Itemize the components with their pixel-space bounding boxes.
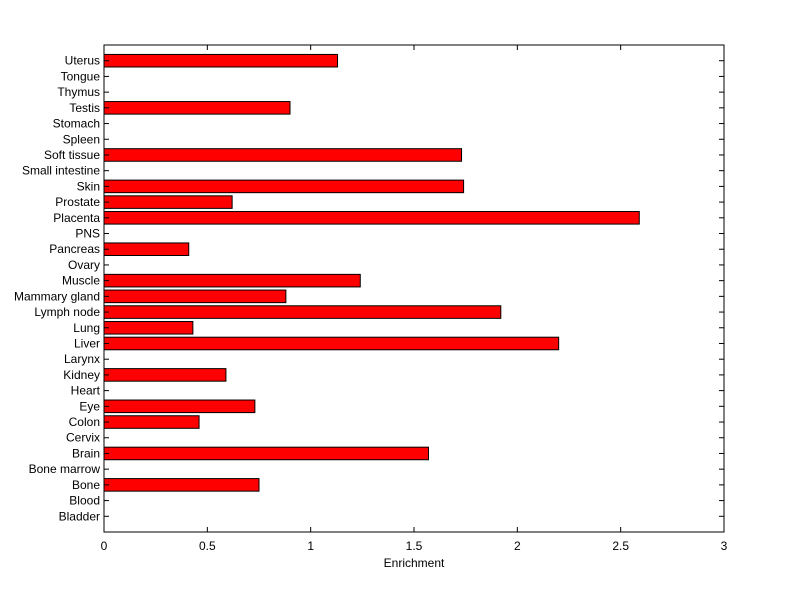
- x-tick-label-1: 0.5: [199, 539, 216, 553]
- y-tick-label-larynx: Larynx: [64, 352, 100, 366]
- bar-skin: [103, 179, 465, 194]
- y-tick-label-spleen: Spleen: [63, 132, 100, 146]
- bar-eye: [103, 399, 256, 414]
- bar-uterus: [103, 53, 339, 68]
- x-axis-label: Enrichment: [384, 556, 445, 570]
- bar-brain: [103, 446, 429, 461]
- bar-soft-tissue: [103, 148, 463, 162]
- y-tick-label-stomach: Stomach: [53, 117, 100, 131]
- y-tick-label-soft-tissue: Soft tissue: [44, 148, 100, 162]
- x-tick-label-3: 1.5: [406, 539, 423, 553]
- bar-placenta: [103, 211, 640, 225]
- bar-lymph-node: [103, 305, 502, 319]
- x-ticks-group: 0 0.5 1 1.5 2 2.5 3: [101, 45, 728, 553]
- y-tick-label-blood: Blood: [69, 494, 100, 508]
- y-tick-label-bladder: Bladder: [59, 509, 100, 523]
- bar-prostate: [103, 195, 233, 209]
- y-tick-label-placenta: Placenta: [53, 211, 100, 225]
- axes-frame: [103, 44, 725, 533]
- y-tick-label-lymph-node: Lymph node: [34, 305, 100, 319]
- bar-testis: [103, 101, 291, 115]
- y-tick-label-ovary: Ovary: [68, 258, 100, 272]
- y-tick-label-mammary-gland: Mammary gland: [14, 289, 100, 303]
- bar-bone: [103, 478, 260, 492]
- bar-colon: [103, 415, 200, 429]
- y-tick-label-bone-marrow: Bone marrow: [29, 462, 101, 476]
- bar-liver: [103, 336, 560, 351]
- y-tick-label-pns: PNS: [75, 227, 100, 241]
- y-tick-label-small-intestine: Small intestine: [22, 164, 100, 178]
- y-tick-label-colon: Colon: [69, 415, 100, 429]
- y-tick-label-eye: Eye: [79, 399, 100, 413]
- bar-muscle: [103, 273, 361, 288]
- x-tick-label-4: 2: [514, 539, 521, 553]
- y-tick-label-kidney: Kidney: [63, 368, 100, 382]
- y-tick-label-liver: Liver: [74, 336, 100, 350]
- y-tick-label-lung: Lung: [73, 321, 100, 335]
- y-tick-label-brain: Brain: [72, 446, 100, 460]
- y-tick-label-pancreas: Pancreas: [49, 242, 100, 256]
- bar-mammary-gland: [103, 289, 287, 304]
- bar-lung: [103, 320, 194, 335]
- y-tick-label-uterus: Uterus: [65, 54, 100, 68]
- x-tick-label-5: 2.5: [612, 539, 629, 553]
- bar-kidney: [103, 368, 227, 382]
- y-tick-label-heart: Heart: [71, 384, 101, 398]
- bar-pancreas: [103, 242, 190, 257]
- y-tick-label-skin: Skin: [77, 179, 100, 193]
- x-tick-label-2: 1: [307, 539, 314, 553]
- y-tick-label-cervix: Cervix: [66, 431, 100, 445]
- y-tick-label-testis: Testis: [69, 101, 100, 115]
- x-tick-label-6: 3: [721, 539, 728, 553]
- y-tick-label-muscle: Muscle: [62, 274, 100, 288]
- y-tick-label-thymus: Thymus: [57, 85, 100, 99]
- y-tick-label-prostate: Prostate: [55, 195, 100, 209]
- y-tick-label-bone: Bone: [72, 478, 100, 492]
- x-tick-label-0: 0: [101, 539, 108, 553]
- y-tick-label-tongue: Tongue: [61, 69, 101, 83]
